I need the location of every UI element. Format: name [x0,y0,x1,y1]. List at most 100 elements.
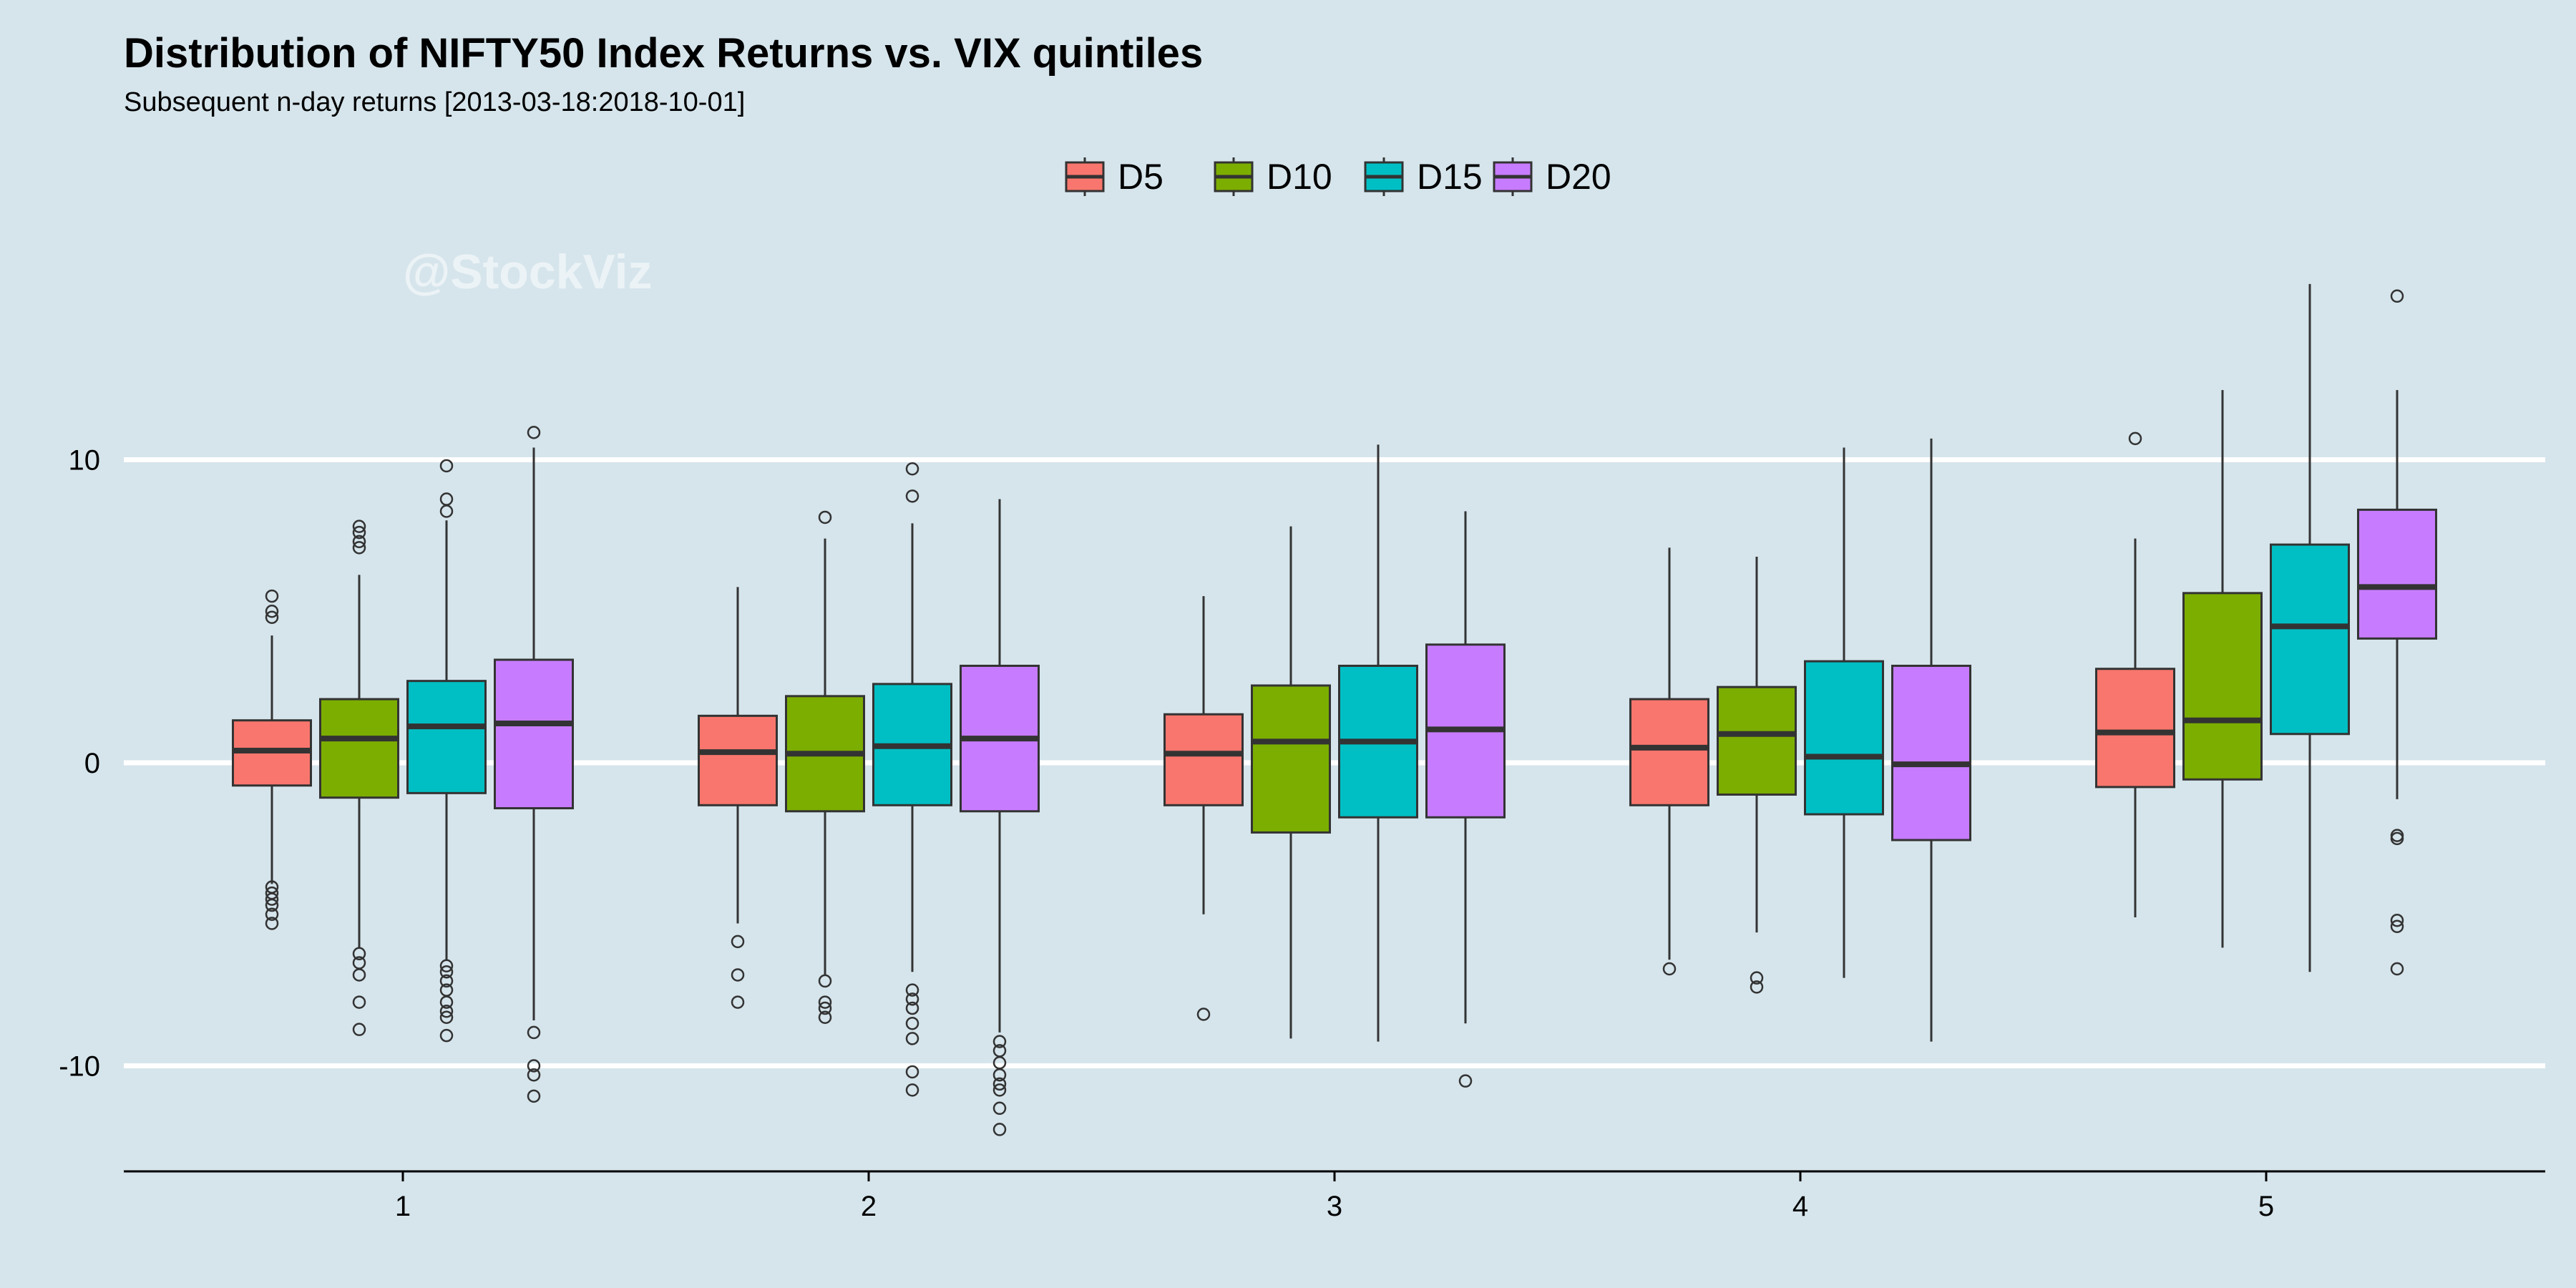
outlier-point [439,959,454,972]
outlier-point [731,935,745,949]
x-tick-label: 5 [2258,1191,2274,1222]
outlier-point [352,968,366,982]
chart-subtitle: Subsequent n-day returns [2013-03-18:201… [124,87,745,117]
outlier-point [992,1077,1007,1091]
x-tick-label: 1 [395,1191,411,1222]
outlier-point [905,1032,919,1045]
outlier-point [265,898,279,912]
outlier-point [992,1123,1007,1136]
box-D5-q1 [232,589,312,930]
chart-title: Distribution of NIFTY50 Index Returns vs… [124,30,1203,77]
box-body [1804,660,1884,816]
box-body [319,698,399,799]
box-D5-q5 [2095,431,2175,917]
outlier-point [905,1001,919,1015]
box-D20-q1 [494,426,574,1103]
box-D20-q2 [960,499,1040,1136]
x-tick-label: 2 [861,1191,877,1222]
outlier-point [265,917,279,930]
box-body [1891,664,1971,841]
outlier-point [905,1083,919,1097]
legend-item-D5: D5 [1065,157,1163,197]
box-body [1717,686,1797,796]
box-D5-q2 [698,587,778,1009]
outlier-point [818,974,832,988]
box-D10-q1 [319,519,399,1036]
box-groups [232,283,2437,1136]
outlier-point [992,1068,1007,1082]
outlier-point [352,995,366,1009]
box-D15-q4 [1804,447,1884,978]
outlier-point [439,492,454,506]
box-D10-q4 [1717,557,1797,994]
box-body [698,714,778,806]
outlier-point [2390,289,2404,303]
watermark-text: @StockViz [403,245,653,299]
box-D20-q3 [1425,511,1506,1088]
outlier-point [439,459,454,473]
box-body [2182,592,2263,781]
outlier-point [352,535,366,549]
box-body [494,658,574,810]
outlier-point [992,1035,1007,1048]
outlier-point [352,519,366,533]
outlier-point [731,995,745,1009]
outlier-point [731,968,745,982]
legend: D5 D10 D15 D20 [1065,157,1611,197]
outlier-point [265,907,279,921]
box-D10-q5 [2182,390,2263,948]
box-body [2270,543,2350,736]
outlier-point [265,589,279,603]
outlier-point [1750,980,1764,994]
outlier-point [818,995,832,1009]
outlier-point [527,1068,541,1082]
outlier-point [439,974,454,988]
outlier-point [265,892,279,906]
outlier-point [905,1016,919,1030]
outlier-point [439,965,454,979]
box-body [406,680,487,794]
outlier-point [527,1089,541,1103]
legend-label: D15 [1417,157,1483,197]
outlier-point [439,1028,454,1043]
outlier-point [1196,1008,1211,1021]
outlier-point [352,947,366,961]
box-D15-q2 [872,462,952,1097]
x-tick-label: 4 [1792,1191,1808,1222]
outlier-point [905,983,919,997]
outlier-point [527,426,541,439]
outlier-point [352,1023,366,1036]
box-D5-q4 [1629,547,1709,976]
legend-label: D10 [1267,157,1332,197]
outlier-point [439,995,454,1009]
outlier-point [1662,962,1677,976]
legend-item-D10: D10 [1214,157,1332,197]
outlier-point [265,605,279,618]
outlier-point [818,510,832,525]
outlier-point [439,1010,454,1024]
y-axis-ticks: 10 0 -10 [59,445,100,1083]
outlier-point [439,1005,454,1018]
box-D20-q5 [2357,289,2437,976]
outlier-point [992,1083,1007,1097]
outlier-point [2390,962,2404,976]
outlier-point [905,992,919,1006]
outlier-point [2390,831,2404,846]
box-body [2357,508,2437,640]
outlier-point [352,525,366,540]
box-body [1163,713,1244,806]
box-body [2095,668,2175,789]
outlier-point [1750,971,1764,985]
box-D15-q3 [1338,444,1418,1042]
legend-item-D20: D20 [1493,157,1611,197]
outlier-point [992,1101,1007,1116]
x-axis: 1 2 3 4 5 [124,1170,2545,1222]
outlier-point [905,1065,919,1079]
outlier-point [527,1059,541,1073]
outlier-point [2390,919,2404,933]
outlier-point [2390,913,2404,927]
y-tick-label: 10 [69,445,101,477]
box-D10-q3 [1251,526,1331,1039]
x-tick-label: 3 [1327,1191,1342,1222]
